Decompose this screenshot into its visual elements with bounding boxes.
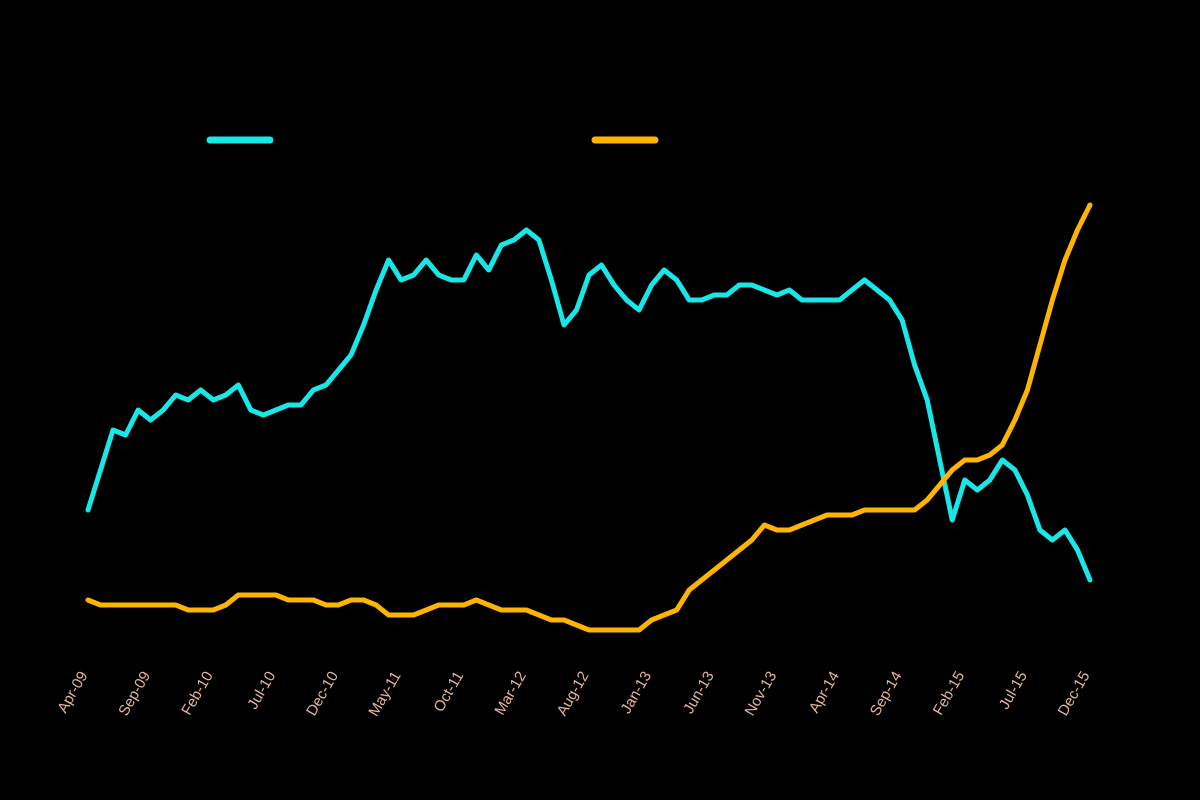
x-tick-label: Oct-11 <box>431 669 468 716</box>
x-tick-label: Jun-13 <box>680 669 718 717</box>
x-tick-label: Sep-14 <box>867 669 906 719</box>
x-tick-label: May-11 <box>365 669 404 720</box>
x-tick-label: Dec-15 <box>1055 669 1094 719</box>
x-tick-label: Aug-12 <box>554 669 593 719</box>
x-tick-label: Feb-15 <box>930 669 968 719</box>
series-line <box>85 202 1093 633</box>
x-tick-label: Sep-09 <box>115 669 154 719</box>
x-tick-label: Nov-13 <box>741 669 780 719</box>
x-tick-label: Feb-10 <box>178 669 216 719</box>
series-line <box>85 227 1093 583</box>
x-tick-label: Jul-15 <box>996 669 1031 713</box>
x-tick-label: Apr-14 <box>806 669 843 716</box>
x-tick-label: Apr-09 <box>54 669 91 716</box>
x-tick-label: Jan-13 <box>617 669 655 717</box>
x-tick-label: Dec-10 <box>303 669 342 719</box>
x-tick-label: Mar-12 <box>491 669 529 719</box>
x-tick-label: Jul-10 <box>244 669 279 713</box>
